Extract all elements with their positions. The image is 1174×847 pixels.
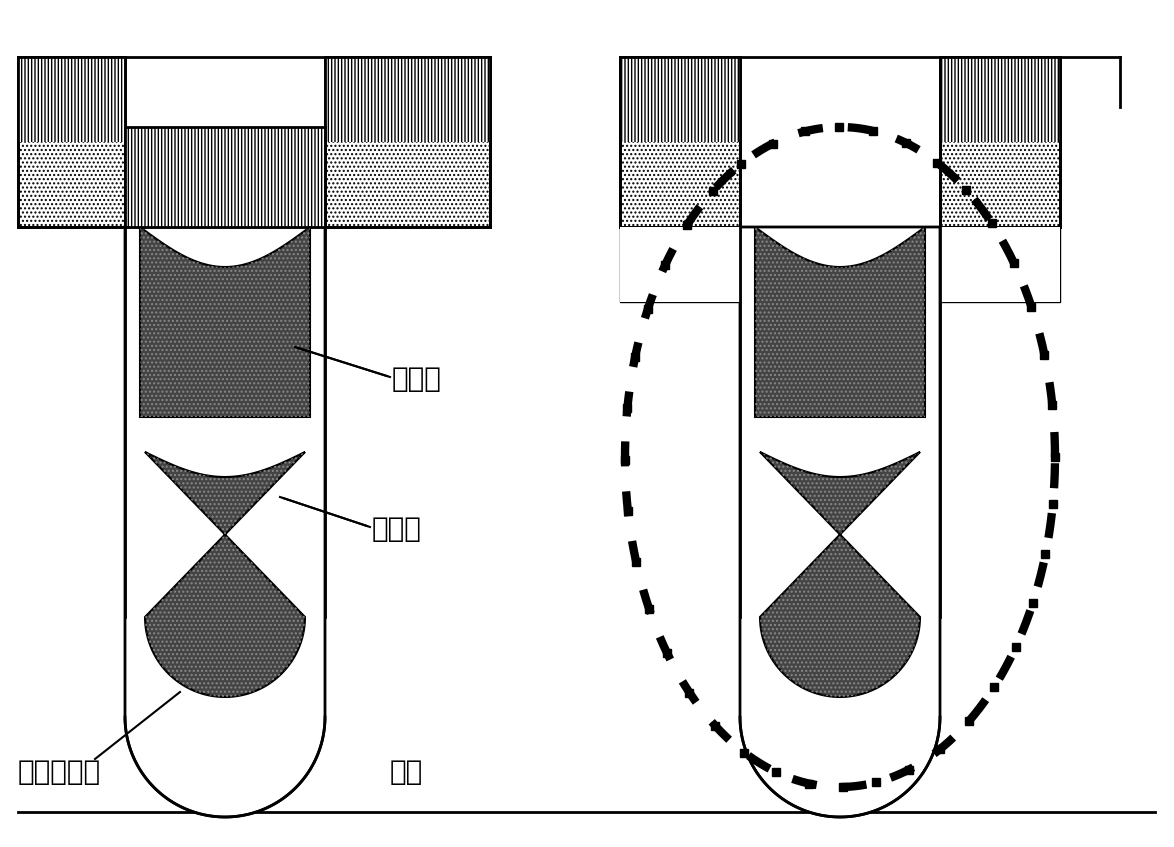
Polygon shape bbox=[124, 227, 325, 817]
Polygon shape bbox=[940, 57, 1060, 142]
Polygon shape bbox=[620, 227, 1060, 302]
Text: 下层栊: 下层栊 bbox=[372, 515, 421, 543]
Polygon shape bbox=[620, 57, 740, 227]
Polygon shape bbox=[620, 57, 740, 142]
Polygon shape bbox=[140, 227, 310, 417]
Polygon shape bbox=[325, 57, 490, 227]
Text: 底部氧化层: 底部氧化层 bbox=[18, 758, 101, 786]
Polygon shape bbox=[740, 227, 940, 817]
Polygon shape bbox=[940, 57, 1060, 227]
Polygon shape bbox=[620, 227, 740, 302]
Polygon shape bbox=[940, 227, 1060, 302]
Polygon shape bbox=[755, 227, 925, 417]
Polygon shape bbox=[325, 57, 490, 142]
Polygon shape bbox=[760, 452, 920, 697]
Polygon shape bbox=[124, 127, 325, 227]
Polygon shape bbox=[146, 452, 305, 697]
Polygon shape bbox=[18, 57, 124, 142]
Text: 衬底: 衬底 bbox=[390, 758, 424, 786]
Polygon shape bbox=[18, 57, 124, 227]
Text: 上层栊: 上层栊 bbox=[392, 365, 441, 393]
